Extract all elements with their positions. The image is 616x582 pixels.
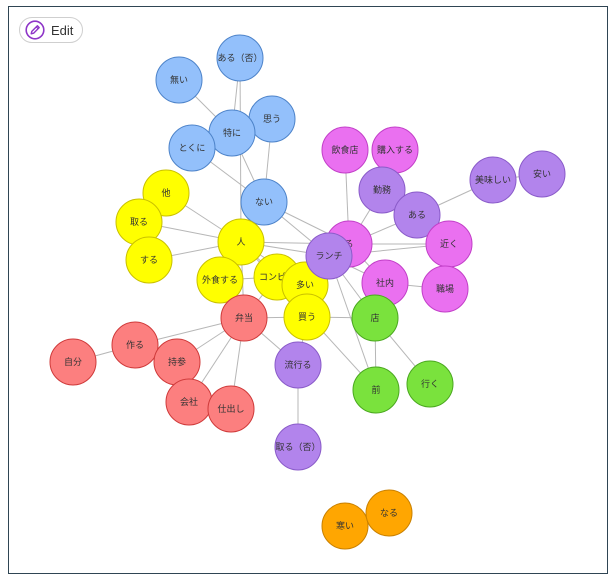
node-shokuba[interactable]: 職場 xyxy=(422,266,468,312)
node-label: 多い xyxy=(296,279,314,291)
node-oishii[interactable]: 美味しい xyxy=(470,157,516,203)
pencil-icon xyxy=(25,20,45,40)
node-lunch[interactable]: ランチ xyxy=(306,233,352,279)
node-label: 弁当 xyxy=(235,312,253,324)
node-naru[interactable]: なる xyxy=(366,490,412,536)
node-kaisha[interactable]: 会社 xyxy=(166,379,212,425)
node-label: 安い xyxy=(533,168,551,180)
node-label: 他 xyxy=(161,187,170,199)
node-mae[interactable]: 前 xyxy=(353,367,399,413)
node-label: ランチ xyxy=(315,251,342,262)
node-label: ある（否） xyxy=(217,53,262,64)
node-label: 無い xyxy=(170,74,188,86)
node-label: する xyxy=(140,255,158,266)
node-kounyu[interactable]: 購入する xyxy=(372,127,418,173)
node-iku[interactable]: 行く xyxy=(407,361,453,407)
node-omou[interactable]: 思う xyxy=(249,96,295,142)
node-hayaru[interactable]: 流行る xyxy=(275,342,321,388)
node-label: 買う xyxy=(298,312,316,323)
node-kau[interactable]: 買う xyxy=(284,294,330,340)
node-label: 店 xyxy=(370,312,379,324)
node-label: 取る xyxy=(130,217,148,228)
node-label: 持参 xyxy=(168,356,186,368)
node-label: 取る（否） xyxy=(275,442,320,453)
node-yasui[interactable]: 安い xyxy=(519,151,565,197)
node-jibun[interactable]: 自分 xyxy=(50,339,96,385)
node-label: 会社 xyxy=(180,396,198,408)
node-label: 行く xyxy=(421,378,439,390)
node-naii[interactable]: 無い xyxy=(156,57,202,103)
node-inshokuten[interactable]: 飲食店 xyxy=(322,127,368,173)
node-label: 思う xyxy=(263,114,281,125)
node-aru_noun[interactable]: ある（否） xyxy=(217,35,263,81)
node-nai[interactable]: ない xyxy=(241,179,287,225)
node-samui[interactable]: 寒い xyxy=(322,503,368,549)
node-label: ある xyxy=(408,210,426,221)
network-canvas: 無い ある（否） 思う特にとくにない 飲食店 購入する勤務ある 美味しい 安い他取るする 人外… xyxy=(8,6,608,574)
node-label: 社内 xyxy=(376,277,394,289)
node-label: 寒い xyxy=(336,520,354,532)
node-label: 近く xyxy=(440,238,458,250)
node-label: 自分 xyxy=(64,356,82,368)
node-label: 人 xyxy=(236,237,245,248)
node-chikaku[interactable]: 近く xyxy=(426,221,472,267)
node-label: 特に xyxy=(223,127,241,139)
node-label: 作る xyxy=(126,339,144,351)
node-label: 外食する xyxy=(202,274,238,286)
node-label: ない xyxy=(255,197,273,208)
edit-button[interactable]: Edit xyxy=(19,17,83,43)
node-label: 美味しい xyxy=(475,174,511,186)
node-tokuni[interactable]: とくに xyxy=(169,125,215,171)
node-jisan[interactable]: 持参 xyxy=(154,339,200,385)
node-shidashi[interactable]: 仕出し xyxy=(208,386,254,432)
node-label: 職場 xyxy=(436,283,454,295)
node-tsukuru[interactable]: 作る xyxy=(112,322,158,368)
node-label: 飲食店 xyxy=(331,144,358,156)
node-label: 前 xyxy=(371,384,380,396)
node-mise[interactable]: 店 xyxy=(352,295,398,341)
node-label: 勤務 xyxy=(373,184,391,196)
node-label: なる xyxy=(380,508,398,519)
node-label: とくに xyxy=(179,143,206,154)
edit-label: Edit xyxy=(51,23,73,38)
node-tokuni_k[interactable]: 特に xyxy=(209,110,255,156)
node-suru[interactable]: する xyxy=(126,237,172,283)
node-toru_neg[interactable]: 取る（否） xyxy=(275,424,321,470)
node-bento[interactable]: 弁当 xyxy=(221,295,267,341)
node-label: 仕出し xyxy=(217,403,244,415)
node-label: 流行る xyxy=(284,359,311,371)
node-label: 購入する xyxy=(377,144,413,156)
